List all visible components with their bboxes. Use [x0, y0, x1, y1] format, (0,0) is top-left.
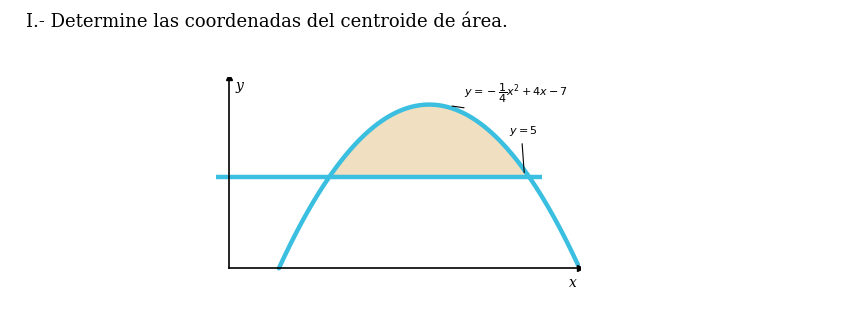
Text: y: y — [235, 79, 243, 93]
Text: $y = -\dfrac{1}{4}x^2 + 4x - 7$: $y = -\dfrac{1}{4}x^2 + 4x - 7$ — [465, 82, 568, 106]
Text: x: x — [569, 276, 577, 290]
Text: $y = 5$: $y = 5$ — [509, 124, 538, 138]
Text: I.- Determine las coordenadas del centroide de área.: I.- Determine las coordenadas del centro… — [26, 13, 508, 32]
